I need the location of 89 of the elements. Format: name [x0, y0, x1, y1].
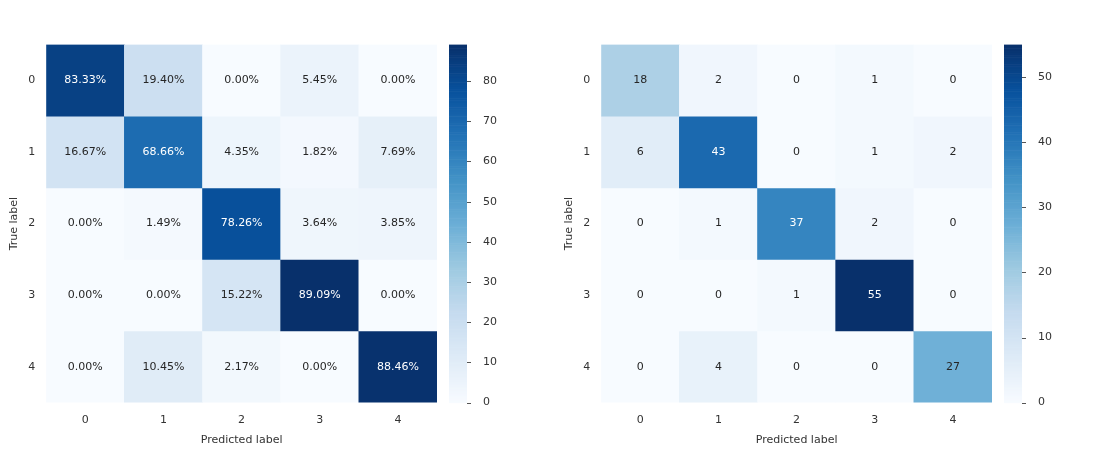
data-label: 0 — [949, 288, 957, 302]
data-label: 0 — [714, 288, 722, 302]
color-bar-label: 0 — [483, 395, 490, 409]
data-label: 0.00% — [380, 288, 416, 302]
data-label: 2 — [714, 73, 722, 87]
data-label: 0.00% — [67, 359, 103, 373]
data-label: 1 — [871, 73, 879, 87]
data-label: 19.40% — [142, 73, 185, 87]
color-bar-label: 50 — [1038, 70, 1052, 83]
data-label: 4 — [714, 359, 722, 373]
y-tick-label: 4 — [583, 359, 591, 373]
data-label: 0 — [793, 73, 801, 87]
x-tick-label: 1 — [159, 413, 167, 427]
color-bar-label: 50 — [483, 194, 497, 208]
data-label: 0 — [949, 216, 957, 230]
data-label: 88.46% — [376, 359, 419, 373]
data-label: 0.00% — [67, 288, 103, 302]
data-label: 89.09% — [298, 288, 341, 302]
y-axis-title: True label — [562, 196, 576, 252]
data-label: 1.82% — [302, 144, 338, 158]
x-tick-label: 3 — [316, 413, 324, 427]
y-tick-label: 1 — [28, 144, 36, 158]
data-label: 2.17% — [224, 359, 260, 373]
color-bar-label: 30 — [483, 274, 497, 288]
data-label: 7.69% — [380, 144, 416, 158]
data-label: 83.33% — [64, 73, 107, 87]
color-bar-label: 20 — [1038, 265, 1052, 279]
y-axis-title: True label — [7, 196, 21, 252]
data-label: 1 — [793, 288, 801, 302]
y-tick-label: 2 — [583, 216, 591, 230]
data-label: 0.00% — [380, 73, 416, 87]
data-label: 3.64% — [302, 216, 338, 230]
data-label: 43 — [711, 144, 726, 158]
color-bar-label: 40 — [1038, 135, 1052, 149]
x-tick-label: 4 — [394, 413, 402, 427]
color-bar-label: 20 — [483, 315, 497, 329]
data-label: 78.26% — [220, 216, 263, 230]
x-tick-label: 0 — [81, 413, 89, 427]
data-label: 0 — [949, 73, 957, 87]
data-label: 18 — [633, 73, 648, 87]
data-label: 0.00% — [67, 216, 103, 230]
y-tick-label: 0 — [583, 73, 591, 87]
x-axis-title: Predicted label — [200, 433, 283, 447]
data-label: 37 — [789, 216, 804, 230]
y-tick-label: 4 — [28, 359, 36, 373]
x-tick-label: 3 — [871, 413, 879, 427]
data-label: 6 — [636, 144, 644, 158]
x-tick-label: 2 — [238, 413, 246, 427]
color-bar-label: 10 — [483, 355, 497, 369]
x-tick-label: 1 — [714, 413, 722, 427]
y-tick-label: 2 — [28, 216, 36, 230]
data-label: 5.45% — [302, 73, 338, 87]
data-label: 2 — [871, 216, 879, 230]
y-tick-label: 3 — [583, 288, 591, 302]
data-label: 0 — [871, 359, 879, 373]
data-label: 68.66% — [142, 144, 185, 158]
color-bar-label: 40 — [483, 234, 497, 248]
data-label: 4.35% — [224, 144, 260, 158]
data-label: 0.00% — [145, 288, 181, 302]
x-tick-label: 2 — [793, 413, 801, 427]
color-bar-label: 0 — [1038, 395, 1045, 409]
data-label: 16.67% — [64, 144, 107, 158]
color-bar-label: 80 — [483, 73, 497, 87]
data-label: 27 — [945, 359, 960, 373]
y-tick-label: 1 — [583, 144, 591, 158]
data-label: 1 — [871, 144, 879, 158]
y-tick-label: 0 — [28, 73, 36, 87]
color-bar-label: 10 — [1038, 330, 1052, 344]
data-label: 55 — [867, 288, 882, 302]
data-label: 0.00% — [302, 359, 338, 373]
data-label: 0 — [793, 359, 801, 373]
data-label: 0 — [636, 359, 644, 373]
data-label: 1 — [714, 216, 722, 230]
data-label: 0 — [636, 288, 644, 302]
y-tick-label: 3 — [28, 288, 36, 302]
x-axis-title: Predicted label — [755, 433, 838, 447]
color-bar-label: 70 — [483, 114, 497, 128]
data-label: 1.49% — [145, 216, 181, 230]
color-bar-label: 60 — [483, 154, 497, 168]
data-label: 3.85% — [380, 216, 416, 230]
x-tick-label: 0 — [636, 413, 644, 427]
data-label: 2 — [949, 144, 957, 158]
data-label: 0 — [793, 144, 801, 158]
data-label: 10.45% — [142, 359, 185, 373]
color-bar-label: 30 — [1038, 200, 1052, 214]
x-tick-label: 4 — [949, 413, 957, 427]
data-label: 0.00% — [224, 73, 260, 87]
data-label: 0 — [636, 216, 644, 230]
data-label: 15.22% — [220, 288, 263, 302]
